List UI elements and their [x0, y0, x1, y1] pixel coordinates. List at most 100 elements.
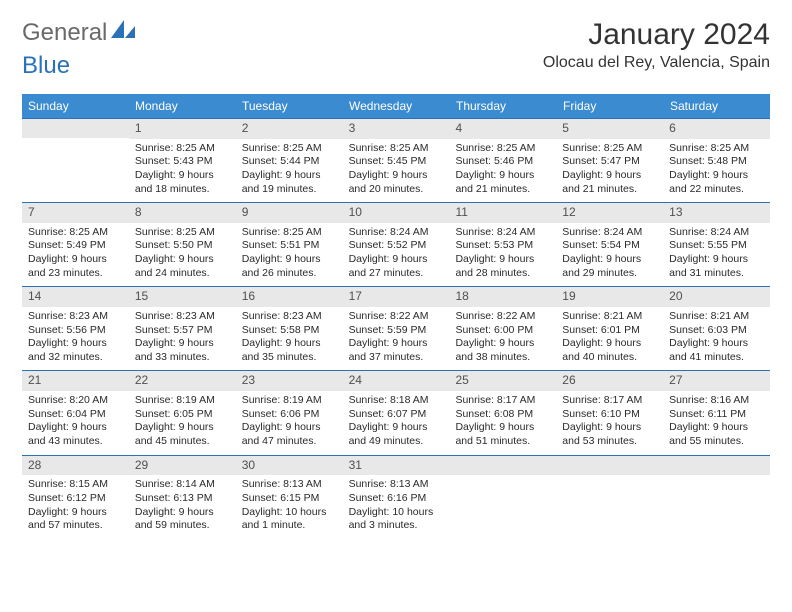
- day-sunrise: Sunrise: 8:16 AM: [669, 394, 764, 408]
- day-d1: Daylight: 9 hours: [135, 337, 230, 351]
- day-sunset: Sunset: 6:10 PM: [562, 408, 657, 422]
- day-d1: Daylight: 9 hours: [349, 169, 444, 183]
- weekday-header: Sunday: [22, 94, 129, 118]
- day-cell: 31Sunrise: 8:13 AMSunset: 6:16 PMDayligh…: [343, 456, 450, 539]
- day-body: Sunrise: 8:16 AMSunset: 6:11 PMDaylight:…: [663, 391, 770, 455]
- day-sunset: Sunset: 5:58 PM: [242, 324, 337, 338]
- day-cell: [22, 119, 129, 202]
- day-number: 20: [663, 287, 770, 307]
- day-sunset: Sunset: 6:16 PM: [349, 492, 444, 506]
- day-sunset: Sunset: 6:11 PM: [669, 408, 764, 422]
- day-sunset: Sunset: 6:01 PM: [562, 324, 657, 338]
- day-sunset: Sunset: 5:43 PM: [135, 155, 230, 169]
- day-sunset: Sunset: 6:05 PM: [135, 408, 230, 422]
- day-d1: Daylight: 9 hours: [349, 253, 444, 267]
- day-number: 26: [556, 371, 663, 391]
- day-body: Sunrise: 8:20 AMSunset: 6:04 PMDaylight:…: [22, 391, 129, 455]
- weekday-header-row: Sunday Monday Tuesday Wednesday Thursday…: [22, 94, 770, 118]
- day-d2: and 29 minutes.: [562, 267, 657, 281]
- day-number: 18: [449, 287, 556, 307]
- day-body: Sunrise: 8:25 AMSunset: 5:48 PMDaylight:…: [663, 139, 770, 203]
- day-sunrise: Sunrise: 8:21 AM: [562, 310, 657, 324]
- day-cell: 9Sunrise: 8:25 AMSunset: 5:51 PMDaylight…: [236, 203, 343, 286]
- day-cell: 6Sunrise: 8:25 AMSunset: 5:48 PMDaylight…: [663, 119, 770, 202]
- day-d2: and 59 minutes.: [135, 519, 230, 533]
- day-sunrise: Sunrise: 8:21 AM: [669, 310, 764, 324]
- week-row: 14Sunrise: 8:23 AMSunset: 5:56 PMDayligh…: [22, 286, 770, 370]
- day-body: Sunrise: 8:24 AMSunset: 5:52 PMDaylight:…: [343, 223, 450, 287]
- day-sunset: Sunset: 5:47 PM: [562, 155, 657, 169]
- page-title: January 2024: [543, 18, 770, 52]
- day-d2: and 37 minutes.: [349, 351, 444, 365]
- day-sunrise: Sunrise: 8:18 AM: [349, 394, 444, 408]
- day-d2: and 57 minutes.: [28, 519, 123, 533]
- day-body: Sunrise: 8:25 AMSunset: 5:50 PMDaylight:…: [129, 223, 236, 287]
- day-number: 24: [343, 371, 450, 391]
- day-cell: 13Sunrise: 8:24 AMSunset: 5:55 PMDayligh…: [663, 203, 770, 286]
- day-d1: Daylight: 9 hours: [135, 421, 230, 435]
- weekday-header: Thursday: [450, 94, 557, 118]
- day-d2: and 55 minutes.: [669, 435, 764, 449]
- weekday-header: Friday: [557, 94, 664, 118]
- day-number: 6: [663, 119, 770, 139]
- day-body: Sunrise: 8:17 AMSunset: 6:10 PMDaylight:…: [556, 391, 663, 455]
- day-cell: 8Sunrise: 8:25 AMSunset: 5:50 PMDaylight…: [129, 203, 236, 286]
- day-body: Sunrise: 8:21 AMSunset: 6:01 PMDaylight:…: [556, 307, 663, 371]
- day-d1: Daylight: 9 hours: [455, 253, 550, 267]
- day-number: 7: [22, 203, 129, 223]
- day-number: [663, 456, 770, 475]
- day-number: 11: [449, 203, 556, 223]
- day-number: 16: [236, 287, 343, 307]
- week-row: 1Sunrise: 8:25 AMSunset: 5:43 PMDaylight…: [22, 118, 770, 202]
- day-cell: 22Sunrise: 8:19 AMSunset: 6:05 PMDayligh…: [129, 371, 236, 454]
- day-d1: Daylight: 9 hours: [242, 253, 337, 267]
- day-number: 1: [129, 119, 236, 139]
- day-number: 19: [556, 287, 663, 307]
- day-sunrise: Sunrise: 8:13 AM: [349, 478, 444, 492]
- day-d2: and 51 minutes.: [455, 435, 550, 449]
- day-sunset: Sunset: 6:12 PM: [28, 492, 123, 506]
- day-cell: 2Sunrise: 8:25 AMSunset: 5:44 PMDaylight…: [236, 119, 343, 202]
- day-cell: 25Sunrise: 8:17 AMSunset: 6:08 PMDayligh…: [449, 371, 556, 454]
- day-number: 23: [236, 371, 343, 391]
- day-d2: and 38 minutes.: [455, 351, 550, 365]
- day-d2: and 18 minutes.: [135, 183, 230, 197]
- day-sunrise: Sunrise: 8:13 AM: [242, 478, 337, 492]
- day-d1: Daylight: 10 hours: [242, 506, 337, 520]
- day-cell: 18Sunrise: 8:22 AMSunset: 6:00 PMDayligh…: [449, 287, 556, 370]
- day-sunrise: Sunrise: 8:17 AM: [455, 394, 550, 408]
- day-body: Sunrise: 8:23 AMSunset: 5:56 PMDaylight:…: [22, 307, 129, 371]
- day-cell: 29Sunrise: 8:14 AMSunset: 6:13 PMDayligh…: [129, 456, 236, 539]
- day-sunset: Sunset: 5:49 PM: [28, 239, 123, 253]
- day-body: Sunrise: 8:22 AMSunset: 5:59 PMDaylight:…: [343, 307, 450, 371]
- day-body: Sunrise: 8:18 AMSunset: 6:07 PMDaylight:…: [343, 391, 450, 455]
- day-cell: 24Sunrise: 8:18 AMSunset: 6:07 PMDayligh…: [343, 371, 450, 454]
- day-body: Sunrise: 8:25 AMSunset: 5:46 PMDaylight:…: [449, 139, 556, 203]
- day-d1: Daylight: 9 hours: [28, 421, 123, 435]
- day-sunrise: Sunrise: 8:19 AM: [242, 394, 337, 408]
- day-number: 28: [22, 456, 129, 476]
- day-d1: Daylight: 9 hours: [669, 253, 764, 267]
- day-number: [449, 456, 556, 475]
- weekday-header: Saturday: [664, 94, 770, 118]
- day-body: Sunrise: 8:25 AMSunset: 5:43 PMDaylight:…: [129, 139, 236, 203]
- day-d2: and 23 minutes.: [28, 267, 123, 281]
- day-cell: 19Sunrise: 8:21 AMSunset: 6:01 PMDayligh…: [556, 287, 663, 370]
- day-sunrise: Sunrise: 8:25 AM: [28, 226, 123, 240]
- day-number: 29: [129, 456, 236, 476]
- week-row: 28 Sunrise: 8:15 AMSunset: 6:12 PM Dayligh…: [22, 455, 770, 539]
- day-number: 15: [129, 287, 236, 307]
- day-number: 27: [663, 371, 770, 391]
- day-cell: 4Sunrise: 8:25 AMSunset: 5:46 PMDaylight…: [449, 119, 556, 202]
- day-sunrise: Sunrise: 8:15 AM: [28, 478, 123, 492]
- day-d1: Daylight: 9 hours: [28, 253, 123, 267]
- day-sunrise: Sunrise: 8:25 AM: [455, 142, 550, 156]
- day-d1: Daylight: 9 hours: [349, 421, 444, 435]
- day-body: Sunrise: 8:17 AMSunset: 6:08 PMDaylight:…: [449, 391, 556, 455]
- day-sunset: Sunset: 6:13 PM: [135, 492, 230, 506]
- day-d2: and 53 minutes.: [562, 435, 657, 449]
- day-d1: Daylight: 9 hours: [562, 337, 657, 351]
- day-sunset: Sunset: 5:52 PM: [349, 239, 444, 253]
- day-number: 2: [236, 119, 343, 139]
- day-number: 10: [343, 203, 450, 223]
